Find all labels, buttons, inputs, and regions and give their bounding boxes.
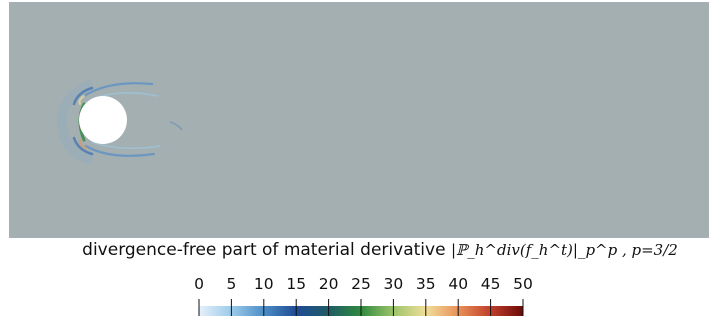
colorbar-tick-label: 35 bbox=[416, 275, 436, 293]
field-structure-lower bbox=[72, 136, 161, 157]
colorbar-tick-label: 0 bbox=[194, 275, 204, 293]
colorbar-tick-labels: 0 5 10 15 20 25 30 35 40 45 50 bbox=[194, 275, 533, 293]
colorbar-tick-marks bbox=[198, 299, 524, 316]
obstacle-circle bbox=[79, 96, 127, 144]
field-structure-downstream bbox=[169, 121, 183, 131]
colorbar-tick-label: 25 bbox=[351, 275, 371, 293]
colorbar-tick-label: 20 bbox=[319, 275, 339, 293]
colorbar-title-formula: |ℙ_h^div(f_h^t)|_p^p , p=3/2 bbox=[450, 241, 678, 259]
colorbar: 0 5 10 15 20 25 30 35 40 45 50 bbox=[194, 275, 533, 316]
colorbar-tick-label: 30 bbox=[384, 275, 404, 293]
field-structure-halo bbox=[56, 79, 95, 165]
colorbar-tick-label: 45 bbox=[481, 275, 501, 293]
colorbar-tick-label: 50 bbox=[513, 275, 533, 293]
colorbar-tick-label: 10 bbox=[254, 275, 274, 293]
colorbar-tick-label: 15 bbox=[286, 275, 306, 293]
colorbar-title-text: divergence-free part of material derivat… bbox=[82, 240, 446, 260]
colorbar-tick-label: 5 bbox=[226, 275, 236, 293]
colorbar-title: divergence-free part of material derivat… bbox=[0, 240, 709, 260]
flow-field bbox=[9, 2, 709, 238]
colorbar-tick-label: 40 bbox=[448, 275, 468, 293]
